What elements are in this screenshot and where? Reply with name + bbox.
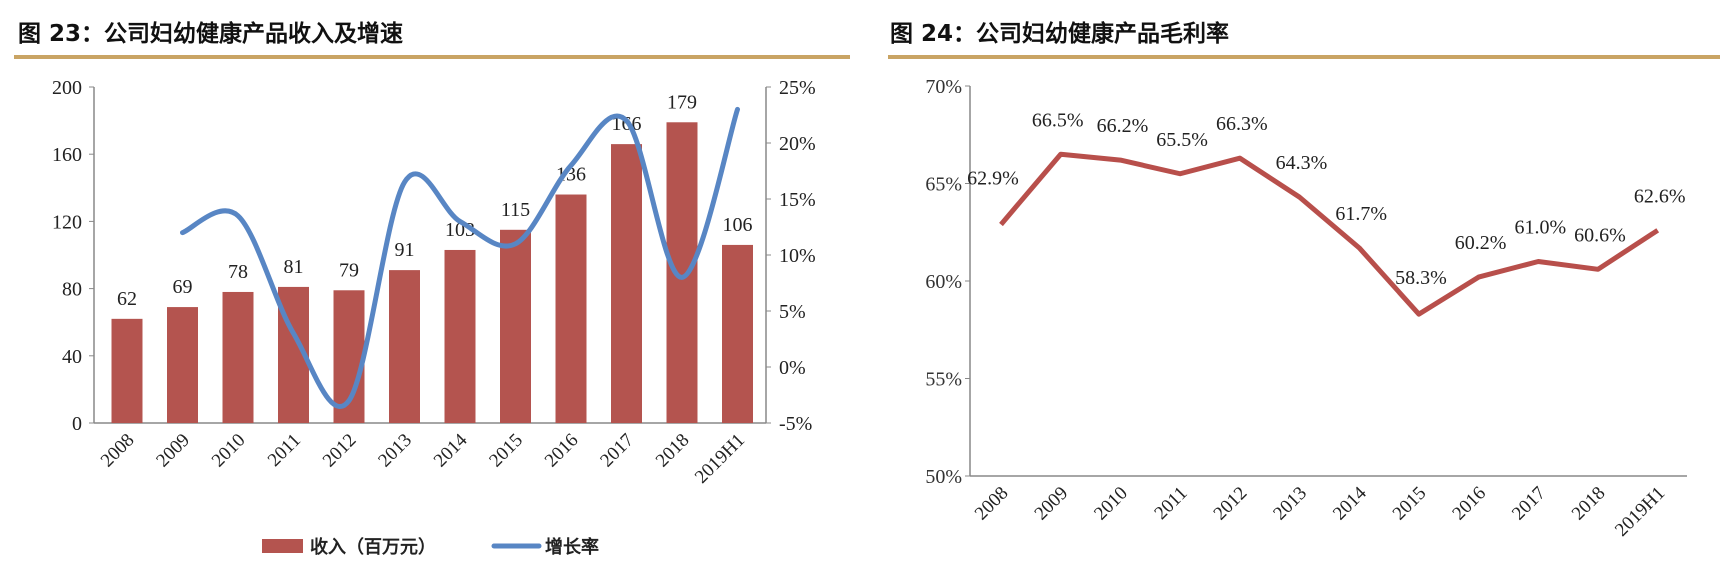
revenue-bar (389, 270, 420, 423)
x-tick-label: 2018 (1568, 483, 1610, 525)
data-label: 60.6% (1574, 224, 1626, 246)
data-label: 62.9% (967, 167, 1019, 189)
chart-title-margin: 图 24：公司妇幼健康产品毛利率 (890, 21, 1230, 47)
revenue-bar (722, 244, 753, 423)
y-tick-label: 65% (925, 174, 962, 196)
growth-rate-line (180, 106, 740, 409)
bar-data-label: 81 (284, 256, 304, 278)
x-tick-label: 2012 (1210, 483, 1252, 525)
y-tick-label: 60% (925, 271, 962, 293)
data-label: 66.5% (1032, 109, 1084, 131)
x-tick-label: 2014 (1329, 482, 1371, 524)
right-tick-label: 10% (779, 245, 816, 267)
left-tick-label: 40 (62, 346, 82, 368)
data-label: 62.6% (1634, 185, 1686, 207)
y-tick-label: 55% (925, 369, 962, 391)
right-tick-label: 20% (779, 133, 816, 155)
revenue-bar (611, 144, 642, 423)
chart-title-revenue: 图 23：公司妇幼健康产品收入及增速 (18, 21, 404, 47)
bar-data-label: 78 (228, 261, 248, 283)
bar-data-label: 179 (667, 91, 697, 113)
right-tick-label: 25% (779, 77, 816, 99)
right-tick-label: 5% (779, 301, 806, 323)
bar-data-label: 69 (173, 276, 193, 298)
bar-data-label: 115 (501, 199, 530, 221)
x-tick-label: 2011 (1150, 483, 1191, 524)
x-tick-label: 2013 (1269, 483, 1311, 525)
data-label: 66.3% (1216, 113, 1268, 135)
left-tick-label: 120 (52, 211, 82, 233)
revenue-bar (555, 194, 587, 423)
left-tick-label: 200 (52, 77, 82, 99)
legend-label-revenue: 收入（百万元） (310, 536, 436, 557)
x-tick-label: 2017 (1508, 483, 1550, 525)
data-label: 66.2% (1097, 115, 1149, 137)
gross-margin-line (999, 151, 1660, 317)
left-tick-label: 0 (72, 413, 82, 435)
data-label: 65.5% (1156, 129, 1208, 151)
x-tick-label: 2016 (1448, 483, 1490, 525)
bar-data-label: 136 (556, 164, 586, 186)
revenue-bar (167, 307, 198, 423)
revenue-bar (500, 229, 531, 423)
x-tick-label: 2010 (1090, 483, 1132, 525)
revenue-bar (111, 318, 143, 423)
legend-swatch-revenue (262, 539, 303, 553)
right-tick-label: 0% (779, 357, 806, 379)
data-label: 58.3% (1395, 267, 1447, 289)
revenue-bar (666, 122, 698, 423)
data-label: 64.3% (1276, 152, 1328, 174)
bar-data-label: 79 (339, 259, 359, 281)
title-rule-left (14, 55, 850, 59)
revenue-bar (222, 291, 254, 423)
bar-data-label: 91 (395, 239, 415, 261)
right-tick-label: 15% (779, 189, 816, 211)
title-rule-right (888, 55, 1720, 59)
right-tick-label: -5% (779, 413, 812, 435)
bar-data-label: 62 (117, 288, 137, 310)
data-label: 61.7% (1335, 203, 1387, 225)
x-tick-label: 2015 (1389, 483, 1431, 525)
data-label: 60.2% (1455, 232, 1507, 254)
data-label: 61.0% (1514, 217, 1566, 239)
x-tick-label: 2008 (971, 483, 1013, 525)
y-tick-label: 70% (925, 76, 962, 98)
revenue-bar (444, 249, 476, 423)
left-tick-label: 160 (52, 144, 82, 166)
y-tick-label: 50% (925, 466, 962, 488)
x-tick-label: 2009 (1031, 483, 1073, 525)
revenue-growth-chart: 04080120160200-5%0%5%10%15%20%25%6220086… (52, 77, 816, 557)
bar-data-label: 106 (723, 214, 753, 236)
legend-label-growth: 增长率 (545, 536, 599, 557)
left-tick-label: 80 (62, 279, 82, 301)
x-tick-label: 2019H1 (1611, 483, 1669, 541)
